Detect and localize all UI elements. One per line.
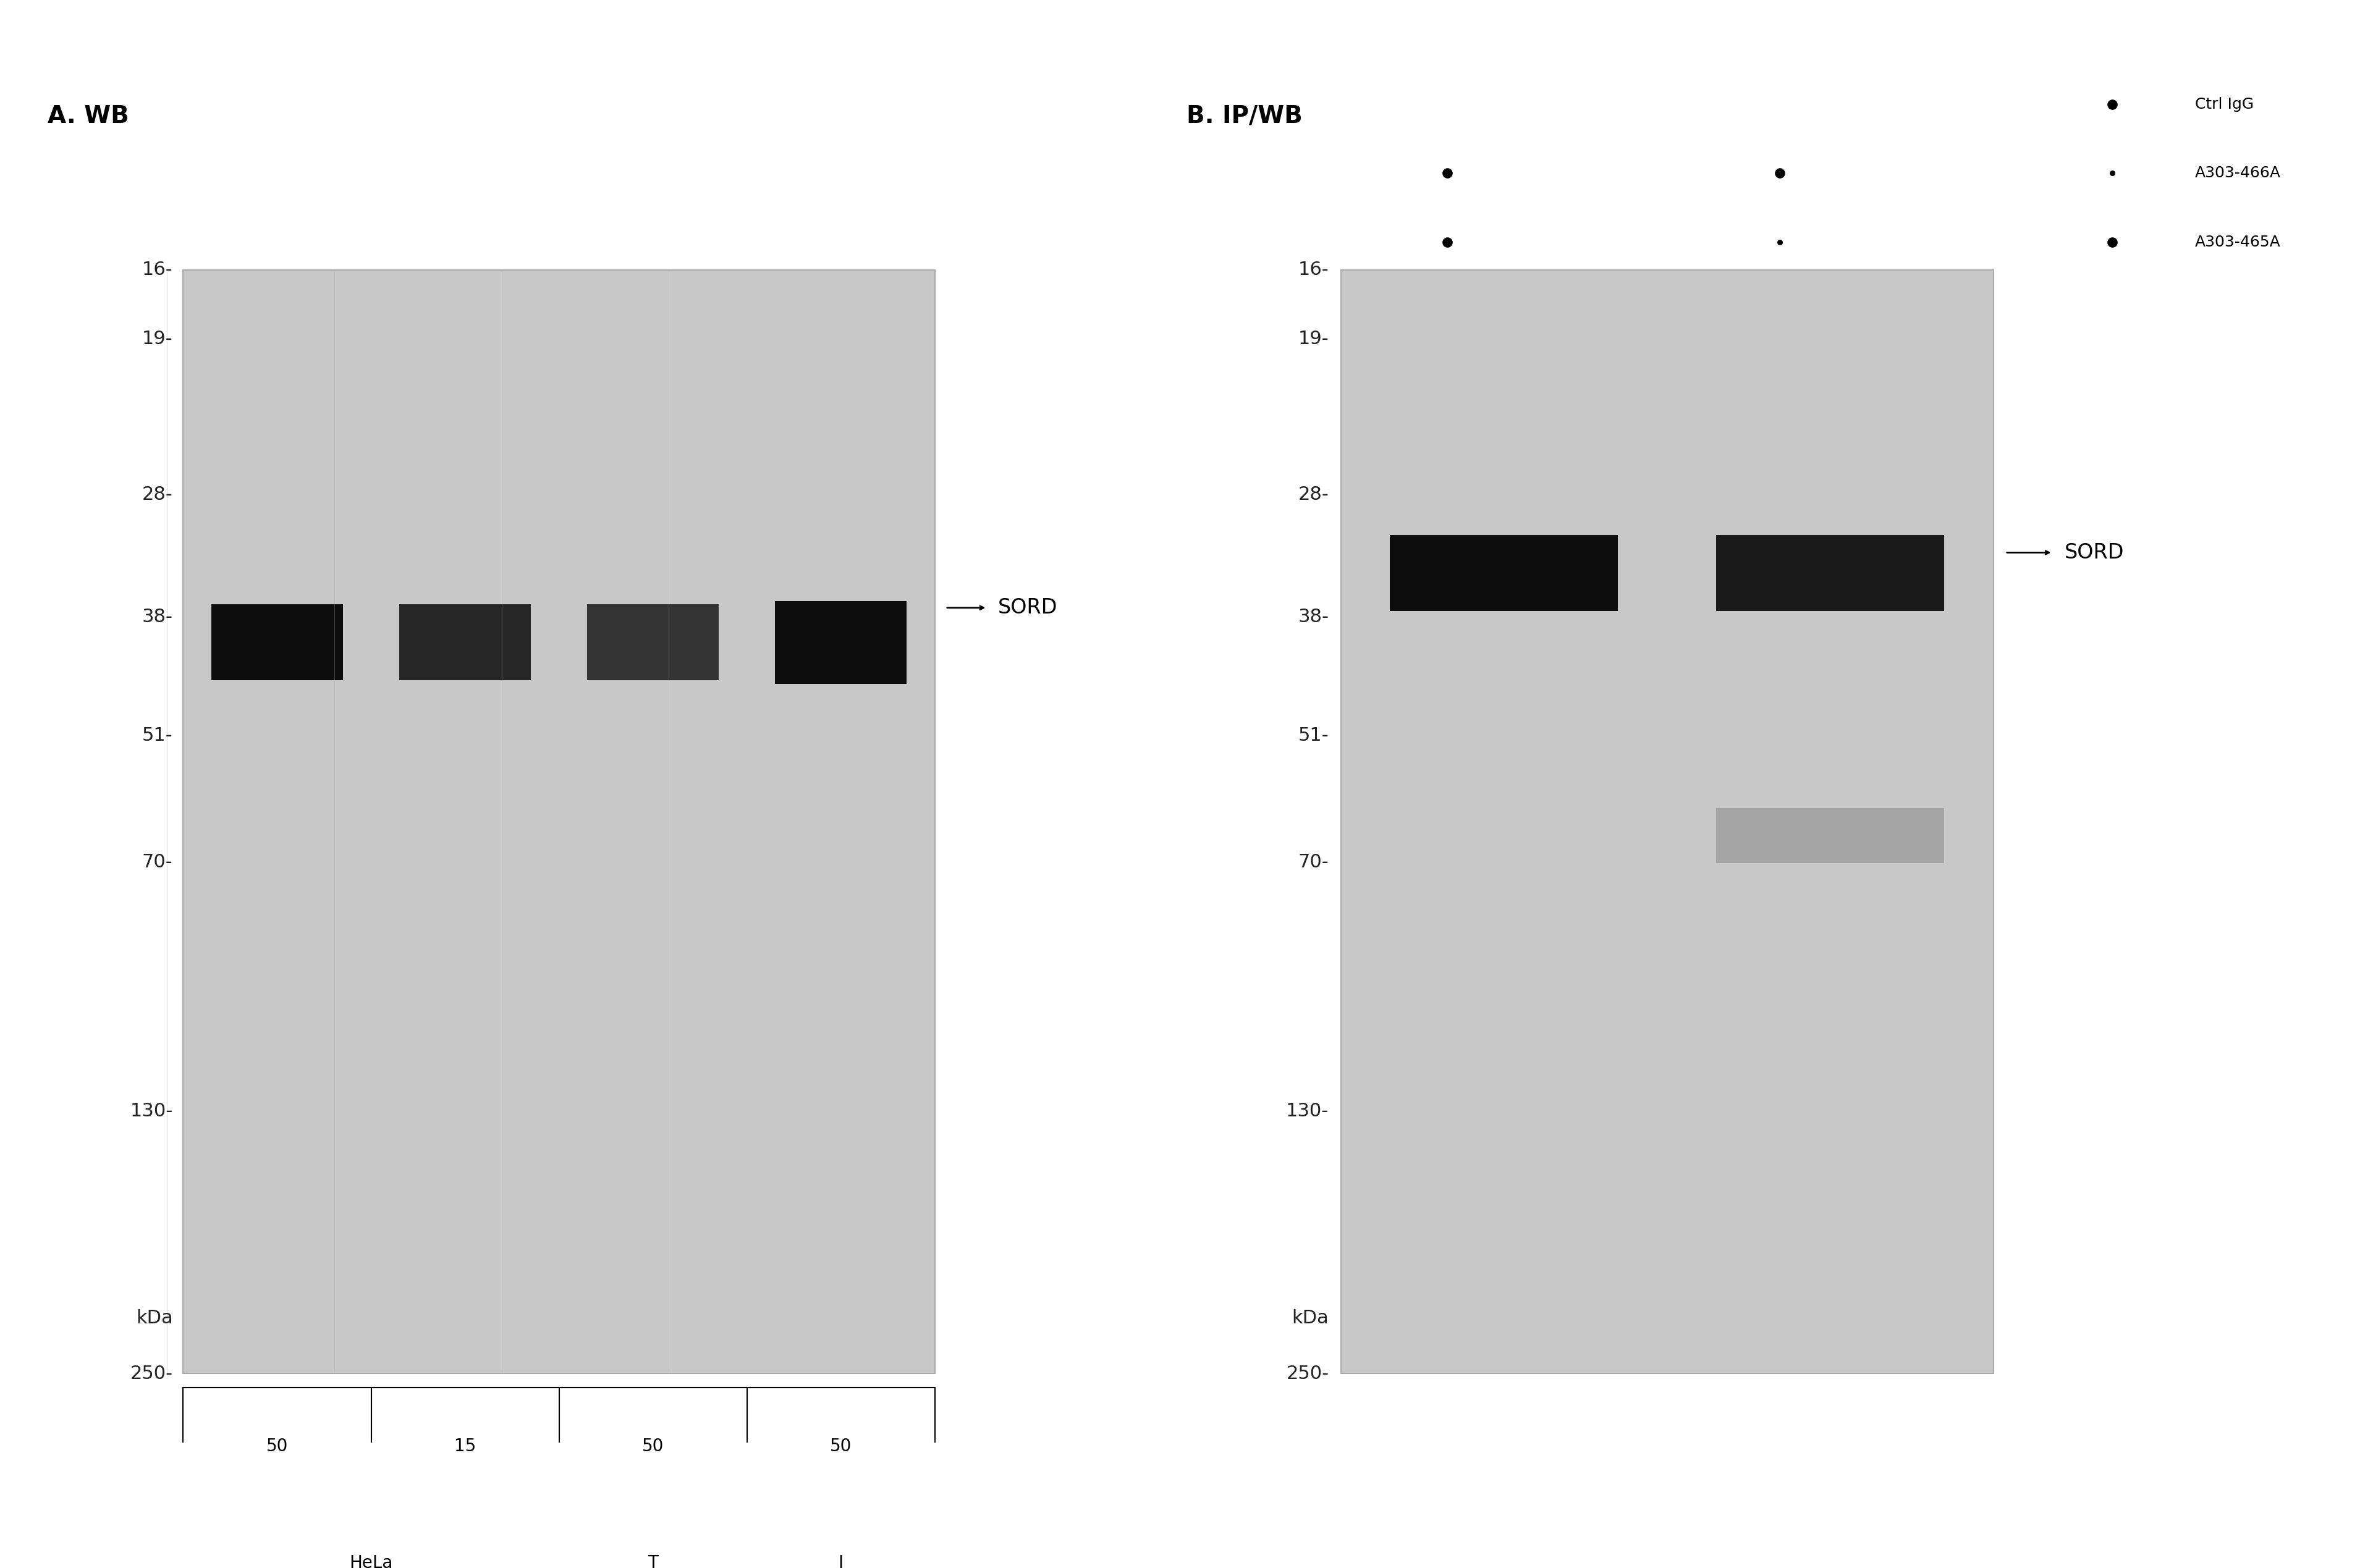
Bar [399,604,532,681]
Text: 51-: 51- [1298,726,1329,745]
Text: Ctrl IgG: Ctrl IgG [2195,97,2254,111]
Text: B. IP/WB: B. IP/WB [1186,103,1303,127]
Text: 50: 50 [266,1438,287,1455]
Bar [183,270,935,1374]
Point [1429,160,1467,185]
Bar [776,601,906,684]
Text: T: T [648,1554,657,1568]
Text: 51-: 51- [142,726,173,745]
Bar [1716,808,1943,862]
Text: 50: 50 [831,1438,852,1455]
Text: 38-: 38- [142,608,173,626]
Point [2093,229,2131,254]
Point [2093,91,2131,116]
Point [2093,160,2131,185]
Text: 16-: 16- [1298,260,1329,279]
Text: 250-: 250- [131,1364,173,1383]
Bar [1341,270,1993,1374]
Point [1761,229,1799,254]
Text: A303-466A: A303-466A [2195,166,2280,180]
Text: 38-: 38- [1298,608,1329,626]
Bar [1716,535,1943,612]
Text: 50: 50 [643,1438,664,1455]
Text: 15: 15 [453,1438,477,1455]
Text: A. WB: A. WB [47,103,128,127]
Text: A303-465A: A303-465A [2195,235,2280,249]
Text: 70-: 70- [1298,853,1329,872]
Text: 70-: 70- [142,853,173,872]
Bar [1391,535,1618,612]
Point [1429,229,1467,254]
Text: J: J [838,1554,842,1568]
Bar [586,604,719,681]
Text: SORD: SORD [2065,543,2124,563]
Text: 16-: 16- [142,260,173,279]
Bar [211,604,344,681]
Text: 250-: 250- [1286,1364,1329,1383]
Text: SORD: SORD [997,597,1058,618]
Text: 130-: 130- [131,1102,173,1120]
Text: HeLa: HeLa [349,1554,394,1568]
Text: kDa: kDa [1291,1309,1329,1328]
Text: 19-: 19- [142,329,173,348]
Text: 19-: 19- [1298,329,1329,348]
Text: 28-: 28- [142,486,173,503]
Point [1761,160,1799,185]
Text: kDa: kDa [135,1309,173,1328]
Text: 130-: 130- [1286,1102,1329,1120]
Text: 28-: 28- [1298,486,1329,503]
